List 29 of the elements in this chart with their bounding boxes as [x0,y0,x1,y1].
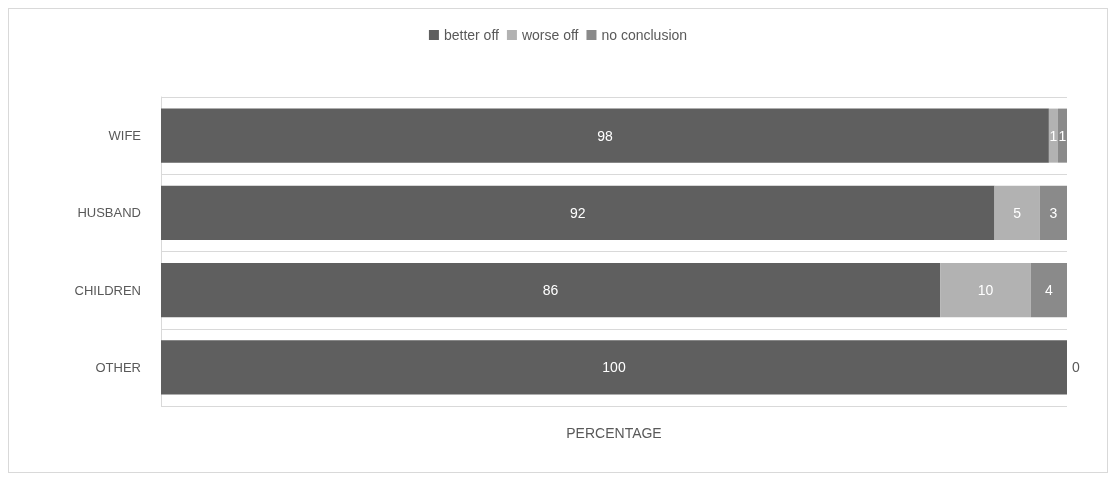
bar [161,263,941,318]
bar [1048,108,1058,163]
bar [161,185,995,240]
data-label: 1 [1058,127,1067,144]
data-label: 0 [1072,359,1080,376]
data-label: 1 [1049,127,1058,144]
legend-label: worse off [520,27,579,43]
data-label: 86 [542,282,559,299]
bar [1057,108,1067,163]
y-tick-label: HUSBAND [77,205,141,221]
data-label: 5 [1013,204,1022,221]
bar [161,108,1049,163]
y-tick-label: WIFE [108,128,142,144]
data-label: 100 [602,359,626,376]
data-label: 4 [1044,282,1053,299]
data-label: 98 [597,127,613,144]
y-tick-label: CHILDREN [74,282,141,298]
data-label: 10 [977,282,994,299]
x-axis-title: PERCENTAGE [566,425,662,441]
legend-label: better off [443,27,500,43]
bar [1039,185,1067,240]
data-label: 92 [569,204,586,221]
bar [1030,263,1067,318]
legend-label: no conclusion [601,27,688,43]
y-tick-label: OTHER [95,359,141,375]
bar [940,263,1031,318]
data-label: 3 [1049,204,1058,221]
bar [161,340,1067,395]
bar [994,185,1040,240]
